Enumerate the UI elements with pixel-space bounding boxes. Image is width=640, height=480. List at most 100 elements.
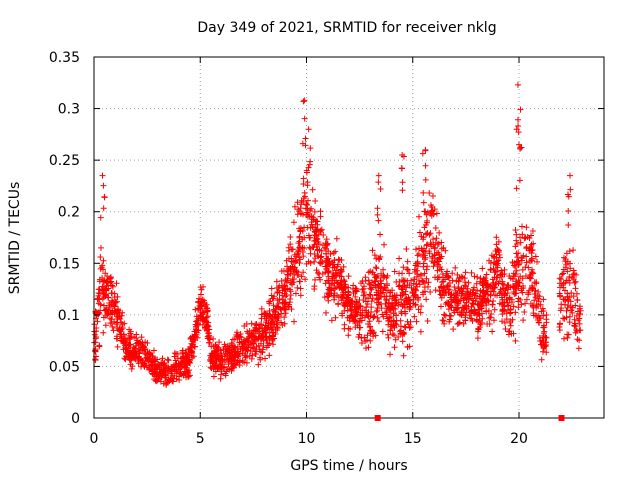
data-point (92, 357, 99, 364)
data-point (370, 314, 377, 321)
data-point (517, 239, 524, 246)
data-point (456, 298, 463, 305)
data-point (335, 301, 342, 308)
data-point (146, 355, 153, 362)
data-point (204, 308, 211, 315)
data-point (301, 115, 308, 122)
data-point (289, 264, 296, 271)
data-point (305, 210, 312, 217)
data-point (111, 290, 118, 297)
data-point (528, 247, 535, 254)
data-point (387, 327, 394, 334)
data-point (99, 172, 106, 179)
y-tick-label: 0.35 (49, 50, 80, 66)
data-point (135, 360, 142, 367)
data-point (523, 296, 530, 303)
data-point (564, 293, 571, 300)
data-point (560, 254, 567, 261)
data-point (434, 267, 441, 274)
data-point (192, 306, 199, 313)
data-point (374, 307, 381, 314)
data-point (259, 346, 266, 353)
data-point (358, 334, 365, 341)
data-point (311, 286, 318, 293)
data-point (106, 304, 113, 311)
data-point (249, 338, 256, 345)
data-point (498, 267, 505, 274)
data-point (388, 323, 395, 330)
data-point (294, 211, 301, 218)
data-point (294, 269, 301, 276)
data-point (501, 319, 508, 326)
data-point (325, 248, 332, 255)
data-point (305, 164, 312, 171)
data-point (193, 329, 200, 336)
data-point (521, 308, 528, 315)
data-point (427, 289, 434, 296)
x-tick-label: 5 (196, 431, 205, 447)
data-point (323, 236, 330, 243)
data-point (442, 276, 449, 283)
data-point (474, 335, 481, 342)
data-point (102, 270, 109, 277)
data-point (483, 299, 490, 306)
data-point (572, 285, 579, 292)
data-point (431, 245, 438, 252)
data-point (212, 368, 219, 375)
data-point (537, 338, 544, 345)
data-point (297, 285, 304, 292)
data-point (256, 330, 263, 337)
data-point (432, 255, 439, 262)
data-point (120, 346, 127, 353)
data-point (556, 280, 563, 287)
data-point (527, 300, 534, 307)
data-point (291, 203, 298, 210)
data-point (515, 295, 522, 302)
data-point (300, 195, 307, 202)
data-point (543, 312, 550, 319)
data-point (309, 186, 316, 193)
data-point (218, 355, 225, 362)
data-point (526, 258, 533, 265)
data-point (404, 344, 411, 351)
data-point (473, 280, 480, 287)
data-point (533, 280, 540, 287)
y-tick-label: 0.3 (58, 102, 80, 118)
data-point (270, 321, 277, 328)
data-point (463, 299, 470, 306)
data-point (398, 310, 405, 317)
data-point (209, 352, 216, 359)
data-point (512, 263, 519, 270)
data-point (349, 298, 356, 305)
data-point (358, 317, 365, 324)
data-point (449, 270, 456, 277)
data-point (303, 260, 310, 267)
data-point (318, 226, 325, 233)
data-point (358, 339, 365, 346)
data-point (291, 318, 298, 325)
data-point (201, 300, 208, 307)
gap-marker (374, 415, 381, 421)
data-point (447, 291, 454, 298)
data-point (289, 281, 296, 288)
data-point (339, 283, 346, 290)
data-point (180, 354, 187, 361)
data-point (335, 261, 342, 268)
data-point (269, 329, 276, 336)
data-point (345, 325, 352, 332)
data-point (351, 317, 358, 324)
data-point (346, 302, 353, 309)
data-point (301, 224, 308, 231)
data-point (535, 288, 542, 295)
data-point (228, 358, 235, 365)
data-point (541, 324, 548, 331)
data-point (314, 269, 321, 276)
data-point (450, 326, 457, 333)
y-tick-label: 0.1 (58, 308, 80, 324)
data-point (353, 286, 360, 293)
data-point (523, 253, 530, 260)
data-point (437, 303, 444, 310)
data-point (96, 343, 103, 350)
data-point (296, 254, 303, 261)
data-point (281, 306, 288, 313)
